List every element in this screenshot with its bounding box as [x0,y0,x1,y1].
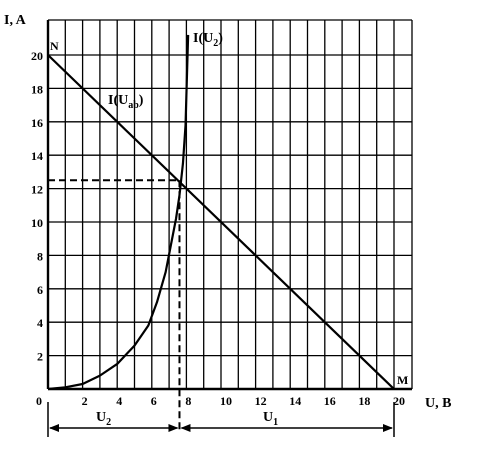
y-tick-label: 10 [31,216,43,230]
series-label-i-uab: I(Uab) [108,93,144,111]
x-tick-label: 16 [324,394,336,408]
grid [48,19,413,389]
x-tick-label: 6 [151,394,157,408]
y-tick-label: 2 [37,350,43,364]
x-tick-label: 4 [116,394,122,408]
y-tick-label: 14 [31,149,43,163]
x-axis-label: U, B [425,396,451,411]
arrowhead-icon [180,424,191,432]
x-tick-label: 2 [82,394,88,408]
x-tick-label: 18 [358,394,370,408]
y-tick-label: 18 [31,82,43,96]
series-label-i-u2: I(U2) [193,31,223,49]
x-tick-label: 8 [185,394,191,408]
y-tick-label: 20 [31,49,43,63]
tick-labels: 0 2 4 6 8 10 12 14 16 18 20 2 4 6 8 10 12 14 16 18 20 [31,49,405,408]
arrowhead-icon [383,424,393,432]
x-tick-label: 0 [36,394,42,408]
segment-label-u1: U1 [263,410,278,428]
point-label-n: N [50,39,59,53]
point-label-m: M [397,373,408,387]
series-line-i-u2 [47,34,190,391]
arrowhead-icon [49,424,59,432]
intersection-guides [48,179,181,432]
y-tick-label: 6 [37,283,43,297]
y-tick-label: 16 [31,116,43,130]
y-tick-label: 4 [37,316,43,330]
x-tick-label: 20 [393,394,405,408]
x-tick-label: 10 [220,394,232,408]
series-line-i-uab [47,54,395,390]
y-tick-label: 8 [37,249,43,263]
axes [46,20,412,391]
arrowhead-icon [168,424,179,432]
voltage-dimension-lines [47,402,395,437]
y-axis-label: I, A [4,13,27,28]
x-tick-label: 12 [255,394,267,408]
segment-label-u2: U2 [96,410,111,428]
series [47,34,395,391]
y-tick-label: 12 [31,183,43,197]
x-tick-label: 14 [289,394,301,408]
